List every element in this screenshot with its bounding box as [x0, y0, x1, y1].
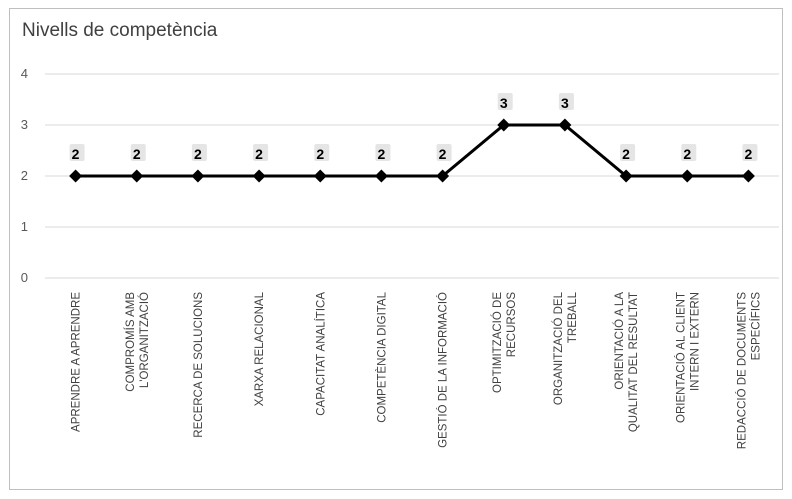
data-point-marker: [130, 169, 144, 183]
series-polyline: [75, 123, 749, 178]
data-label: 2: [194, 146, 202, 162]
data-labels: 2 2 2 2 2 2 2 3 3 2 2 2: [69, 93, 758, 162]
data-label: 3: [561, 95, 569, 111]
chart-title: Nivells de competència: [22, 20, 218, 41]
data-label: 2: [72, 146, 80, 162]
x-category-line: INTERN I EXTERN: [689, 292, 701, 391]
x-category-line: GESTIÓ DE LA INFORMACIÓ: [437, 292, 450, 448]
data-point-marker: [741, 169, 755, 183]
x-category-label: COMPETÈNCIA DIGITAL: [375, 291, 388, 422]
x-category-line: CAPACITAT ANALÍTICA: [314, 292, 327, 416]
data-label-shadow: [436, 144, 452, 161]
data-label: 3: [500, 95, 508, 111]
data-label-shadow: [130, 144, 146, 161]
chart-frame: [9, 8, 783, 490]
data-point-marker: [191, 169, 205, 183]
x-category-line: ORGANITZACIÓ DEL: [552, 291, 565, 405]
x-axis-categories: APRENDRE A APRENDRE COMPROMÍS AMB L'ORGANI…: [71, 291, 763, 449]
data-point-marker: [619, 169, 633, 183]
y-tick-label: 4: [21, 66, 28, 81]
data-point-marker: [497, 118, 511, 132]
data-label-shadow: [558, 93, 574, 110]
x-category-line: QUALITAT DEL RESULTAT: [628, 292, 640, 432]
y-tick-label: 1: [21, 219, 28, 234]
x-category-line: APRENDRE A APRENDRE: [71, 292, 83, 432]
x-category-label: COMPROMÍS AMB L'ORGANITZACIÓ: [124, 292, 151, 392]
x-category-label: REDACCIÓ DE DOCUMENTS ESPECÍFICS: [735, 292, 762, 450]
data-label-shadow: [742, 144, 758, 161]
x-category-line: ESPECÍFICS: [749, 292, 762, 361]
y-tick-label: 2: [21, 168, 28, 183]
data-point-marker: [436, 169, 450, 183]
data-point-marker: [558, 118, 572, 132]
data-point-marker: [252, 169, 266, 183]
data-point-marker: [374, 169, 388, 183]
x-category-line: L'ORGANITZACIÓ: [138, 292, 151, 388]
data-label: 2: [133, 146, 141, 162]
data-label-shadow: [191, 144, 207, 161]
x-category-line: ORIENTACIÓ AL CLIENT: [674, 292, 687, 423]
x-category-line: XARXA RELACIONAL: [254, 291, 266, 406]
x-category-line: RECURSOS: [506, 292, 518, 358]
x-category-line: TREBALL: [567, 291, 579, 343]
x-category-label: XARXA RELACIONAL: [254, 291, 266, 406]
y-axis-ticks: 0 1 2 3 4: [21, 66, 28, 285]
data-markers: [69, 118, 755, 183]
x-category-label: APRENDRE A APRENDRE: [71, 292, 83, 432]
data-label-shadow: [253, 144, 269, 161]
data-label: 2: [683, 146, 691, 162]
data-label-shadow: [69, 144, 85, 161]
data-label: 2: [378, 146, 386, 162]
data-label-shadow: [620, 144, 636, 161]
x-category-label: GESTIÓ DE LA INFORMACIÓ: [437, 292, 450, 448]
x-category-line: COMPROMÍS AMB: [124, 292, 137, 392]
series-line: [75, 123, 749, 178]
data-label-shadow: [497, 93, 513, 110]
data-point-marker: [680, 169, 694, 183]
data-label: 2: [255, 146, 263, 162]
x-category-label: ORGANITZACIÓ DEL TREBALL: [552, 291, 579, 405]
data-point-marker: [313, 169, 327, 183]
x-category-label: ORIENTACIÓ AL CLIENT INTERN I EXTERN: [674, 292, 701, 423]
y-tick-label: 0: [21, 270, 28, 285]
data-label: 2: [316, 146, 324, 162]
data-label: 2: [622, 146, 630, 162]
x-category-label: ORIENTACIÓ A LA QUALITAT DEL RESULTAT: [613, 292, 640, 432]
x-category-label: OPTIMITZACIÓ DE RECURSOS: [491, 292, 518, 393]
y-tick-label: 3: [21, 117, 28, 132]
data-label-shadow: [375, 144, 391, 161]
data-label: 2: [439, 146, 447, 162]
x-category-line: RECERCA DE SOLUCIONS: [193, 292, 205, 438]
x-category-line: OPTIMITZACIÓ DE: [491, 292, 504, 393]
data-label-shadow: [314, 144, 330, 161]
x-category-label: RECERCA DE SOLUCIONS: [193, 292, 205, 438]
data-point-marker: [69, 169, 83, 183]
data-label-shadow: [681, 144, 697, 161]
x-category-line: COMPETÈNCIA DIGITAL: [375, 291, 388, 422]
x-category-label: CAPACITAT ANALÍTICA: [314, 292, 327, 416]
x-category-line: REDACCIÓ DE DOCUMENTS: [735, 292, 748, 450]
x-category-line: ORIENTACIÓ A LA: [613, 292, 626, 390]
data-label: 2: [745, 146, 753, 162]
